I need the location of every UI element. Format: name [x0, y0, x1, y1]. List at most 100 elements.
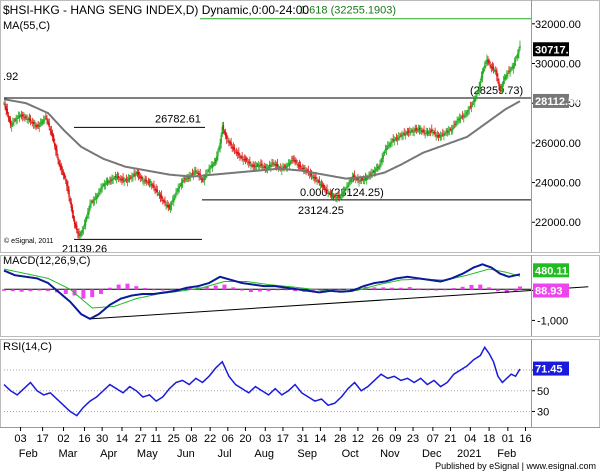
candle-body	[5, 106, 7, 111]
x-day-label: 11	[150, 433, 161, 445]
candle-body	[184, 178, 186, 180]
candle-body	[73, 219, 76, 225]
candle-body	[213, 162, 216, 164]
candle-body	[465, 113, 467, 115]
x-month-label: Aug	[254, 448, 274, 460]
candle-body	[103, 183, 106, 187]
candle-body	[291, 160, 293, 162]
macd-histogram-bar	[19, 289, 24, 292]
candle-body	[493, 70, 496, 72]
candle-body	[79, 234, 81, 236]
macd-histogram-bar	[372, 287, 377, 290]
candle-body	[309, 173, 312, 175]
candle-body	[168, 205, 171, 209]
candle-body	[459, 117, 462, 119]
candle-body	[90, 203, 92, 205]
x-month-label: Mar	[58, 448, 77, 460]
candle-body	[235, 152, 238, 154]
candle-body	[440, 134, 443, 136]
candle-body	[78, 233, 80, 237]
candle-body	[116, 176, 119, 178]
x-day-label: 30	[96, 433, 108, 445]
x-day-label: 09	[389, 433, 401, 445]
macd-histogram-bar	[487, 287, 492, 290]
candle-body	[169, 205, 172, 210]
x-month-label: Jun	[177, 448, 195, 460]
candle-body	[409, 131, 411, 134]
candle-body	[394, 138, 397, 140]
candle-body	[92, 200, 95, 203]
candle-body	[194, 171, 196, 173]
candle-body	[250, 164, 252, 166]
candle-body	[399, 136, 401, 138]
left-edge-label: .92	[3, 71, 18, 83]
candle-body	[331, 196, 334, 198]
candle-body	[273, 163, 275, 165]
candle-body	[312, 176, 314, 178]
candle-body	[71, 206, 74, 214]
candle-body	[375, 168, 378, 170]
candle-body	[434, 131, 436, 134]
candle-body	[257, 165, 260, 168]
candle-body	[457, 119, 459, 121]
candle-body	[185, 178, 187, 181]
macd-histogram-bar	[345, 288, 350, 290]
candle-body	[224, 132, 227, 136]
candle-body	[155, 189, 157, 191]
macd-badge-box	[533, 263, 569, 278]
candle-body	[203, 176, 206, 181]
candle-body	[310, 173, 313, 176]
macd-histogram-bar	[116, 284, 121, 290]
candle-body	[143, 180, 145, 182]
candle-body	[212, 163, 215, 166]
candle-body	[47, 120, 49, 124]
candle-body	[357, 178, 359, 180]
candle-body	[413, 130, 415, 132]
candle-body	[481, 71, 484, 79]
candle-body	[485, 62, 487, 64]
candle-body	[77, 231, 79, 234]
candle-body	[416, 129, 419, 131]
candle-body	[504, 75, 507, 80]
level-label: (28259.73)	[470, 85, 523, 97]
candle-body	[243, 159, 246, 161]
candle-body	[214, 160, 217, 162]
candle-body	[486, 59, 488, 64]
candle-body	[13, 121, 15, 123]
candle-body	[142, 180, 144, 182]
candle-body	[483, 65, 486, 68]
candle-body	[366, 177, 368, 181]
level-label: 23124.25	[298, 205, 344, 217]
candle-body	[487, 59, 489, 62]
candle-body	[210, 166, 212, 168]
candle-body	[401, 134, 403, 137]
candle-body	[227, 140, 229, 142]
candle-body	[115, 176, 118, 179]
candle-body	[229, 141, 231, 144]
candle-body	[93, 199, 96, 201]
candle-body	[226, 134, 228, 139]
candle-body	[355, 178, 357, 180]
candle-body	[472, 100, 475, 102]
candle-body	[148, 181, 151, 183]
candle-body	[50, 130, 53, 134]
rsi-frame	[0, 339, 600, 428]
candle-body	[76, 225, 78, 231]
macd-histogram-bar	[204, 286, 209, 290]
candle-body	[261, 163, 263, 167]
candle-body	[100, 188, 102, 192]
candle-body	[452, 127, 454, 130]
candle-body	[362, 179, 365, 181]
candle-body	[469, 106, 472, 108]
footer-credit: Published by eSignal | www.esignal.com	[435, 461, 596, 471]
candle-body	[102, 184, 104, 186]
candle-body	[514, 59, 517, 62]
candle-body	[42, 119, 45, 122]
candle-body	[284, 165, 286, 168]
candle-body	[447, 130, 450, 133]
candle-body	[488, 60, 490, 64]
candle-body	[446, 130, 448, 132]
candle-body	[141, 176, 143, 180]
x-month-label: Oct	[342, 448, 359, 460]
candle-body	[117, 176, 120, 178]
